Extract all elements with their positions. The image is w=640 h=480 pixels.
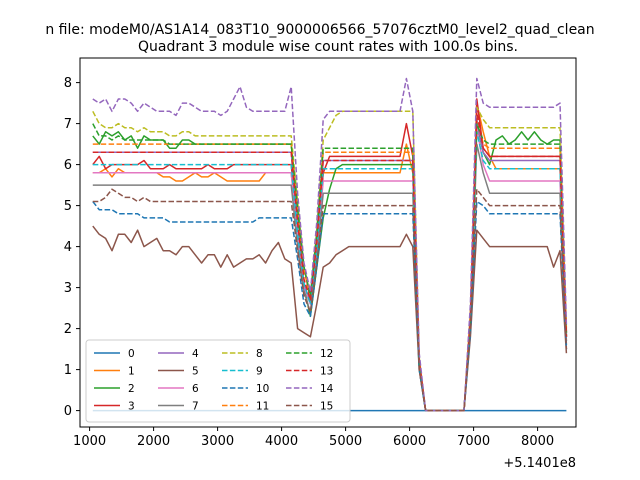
x-tick-label: 6000 bbox=[393, 434, 426, 449]
x-tick-label: 5000 bbox=[329, 434, 362, 449]
legend-label-13: 13 bbox=[320, 366, 333, 378]
x-tick-label: 2000 bbox=[137, 434, 170, 449]
legend-label-3: 3 bbox=[128, 401, 135, 413]
series-lines bbox=[92, 77, 568, 412]
y-tick-label: 8 bbox=[64, 76, 72, 91]
x-tick-label: 4000 bbox=[265, 434, 298, 449]
y-tick-label: 1 bbox=[64, 363, 72, 378]
legend-label-6: 6 bbox=[192, 383, 199, 395]
x-tick-label: 1000 bbox=[73, 434, 106, 449]
series-line-9 bbox=[92, 131, 568, 412]
legend-label-10: 10 bbox=[256, 383, 269, 395]
legend-label-9: 9 bbox=[256, 366, 263, 378]
series-line-6 bbox=[92, 126, 568, 412]
legend-box bbox=[85, 339, 351, 423]
legend-label-11: 11 bbox=[256, 401, 269, 413]
plot-area: 1000 2000 3000 4000 5000 6000 7000 8000 0123456… bbox=[64, 57, 577, 471]
legend-label-1: 1 bbox=[128, 366, 135, 378]
plot-frame bbox=[79, 57, 577, 428]
legend-label-12: 12 bbox=[320, 348, 333, 360]
x-tick-label: 8000 bbox=[521, 434, 554, 449]
x-tick-label: 7000 bbox=[457, 434, 490, 449]
series-line-5 bbox=[92, 225, 568, 412]
legend-label-5: 5 bbox=[192, 366, 199, 378]
series-line-8 bbox=[92, 106, 568, 412]
x-axis-offset-label: +5.1401e8 bbox=[503, 456, 576, 471]
y-tick-label: 7 bbox=[64, 117, 72, 132]
figure-suptitle: n file: modeM0/AS1A14_083T10_9000006566_… bbox=[45, 22, 594, 38]
series-line-15 bbox=[92, 188, 568, 412]
y-tick-label: 0 bbox=[64, 404, 72, 419]
y-axis: 0 1 2 3 4 5 6 7 8 bbox=[64, 76, 80, 419]
x-axis: 1000 2000 3000 4000 5000 6000 7000 8000 bbox=[73, 427, 554, 449]
series-line-1 bbox=[92, 102, 568, 412]
series-line-10 bbox=[92, 200, 568, 412]
y-tick-label: 2 bbox=[64, 322, 72, 337]
legend-label-7: 7 bbox=[192, 401, 199, 413]
legend-label-2: 2 bbox=[128, 383, 135, 395]
series-line-12 bbox=[92, 122, 568, 412]
series-line-7 bbox=[92, 143, 568, 412]
y-tick-label: 6 bbox=[64, 158, 72, 173]
legend-label-15: 15 bbox=[320, 401, 333, 413]
legend-label-4: 4 bbox=[192, 348, 199, 360]
series-line-11 bbox=[92, 114, 568, 412]
x-tick-label: 3000 bbox=[201, 434, 234, 449]
series-line-14 bbox=[92, 77, 568, 412]
legend-label-14: 14 bbox=[320, 383, 334, 395]
y-tick-label: 3 bbox=[64, 281, 72, 296]
series-line-13 bbox=[92, 110, 568, 412]
y-tick-label: 5 bbox=[64, 199, 72, 214]
legend-label-8: 8 bbox=[256, 348, 263, 360]
chart-title: Quadrant 3 module wise count rates with … bbox=[138, 39, 518, 55]
y-tick-label: 4 bbox=[64, 240, 72, 255]
legend-label-0: 0 bbox=[128, 348, 135, 360]
series-line-2 bbox=[92, 122, 568, 412]
